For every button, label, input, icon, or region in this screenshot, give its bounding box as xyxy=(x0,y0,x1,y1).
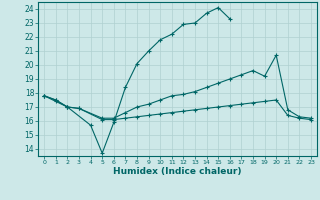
X-axis label: Humidex (Indice chaleur): Humidex (Indice chaleur) xyxy=(113,167,242,176)
